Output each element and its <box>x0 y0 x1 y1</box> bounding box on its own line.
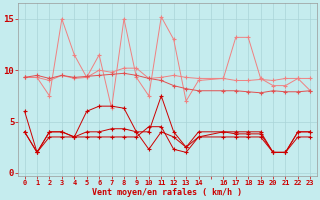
X-axis label: Vent moyen/en rafales ( km/h ): Vent moyen/en rafales ( km/h ) <box>92 188 243 197</box>
